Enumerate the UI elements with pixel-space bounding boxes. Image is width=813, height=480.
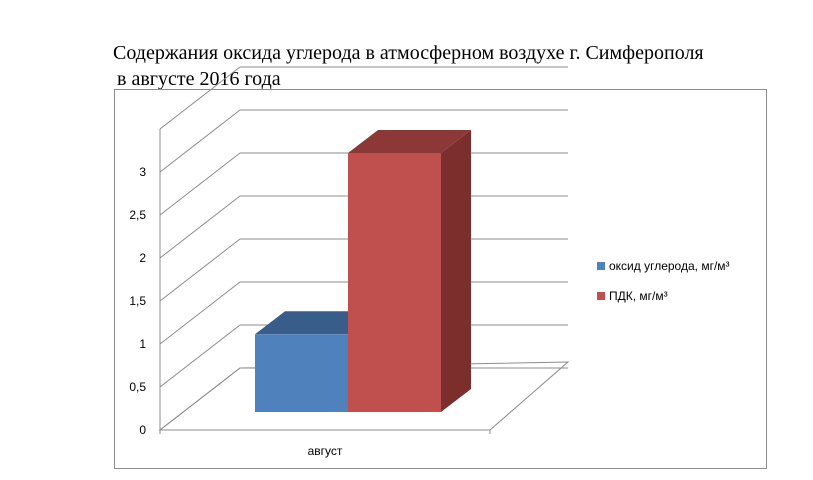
chart-legend: оксид углерода, мг/м³ ПДК, мг/м³ xyxy=(597,258,730,318)
y-tick-label: 1 xyxy=(139,337,146,351)
bar-top-0 xyxy=(255,311,378,335)
bar-top-1 xyxy=(348,130,471,153)
legend-item-pdk: ПДК, мг/м³ xyxy=(597,288,730,304)
side-wall-line xyxy=(159,324,241,388)
side-wall-line xyxy=(159,238,241,302)
side-wall-line xyxy=(159,152,241,216)
legend-swatch-co xyxy=(597,262,605,270)
side-wall-line xyxy=(159,281,241,345)
y-tick-label: 0,5 xyxy=(129,380,146,394)
legend-label-pdk: ПДК, мг/м³ xyxy=(609,289,668,303)
y-tick-label: 2 xyxy=(139,251,146,265)
side-wall-line xyxy=(159,66,241,130)
bar-side-1 xyxy=(441,130,471,412)
chart-title-line-2: в августе 2016 года xyxy=(117,68,281,90)
y-tick-label: 2,5 xyxy=(129,208,146,222)
y-tick-label: 3 xyxy=(139,165,146,179)
y-tick-label: 0 xyxy=(139,423,146,437)
chart-area-frame xyxy=(114,89,767,469)
bar-front-0 xyxy=(255,334,348,412)
legend-swatch-pdk xyxy=(597,292,605,300)
chart-title-line-1: Содержания оксида углерода в атмосферном… xyxy=(113,42,704,64)
side-wall-line xyxy=(159,109,241,173)
legend-label-co: оксид углерода, мг/м³ xyxy=(609,259,730,273)
x-category-label: август xyxy=(308,444,343,458)
chart-title: Содержания оксида углерода в атмосферном… xyxy=(113,40,793,92)
legend-item-co: оксид углерода, мг/м³ xyxy=(597,258,730,274)
y-tick-label: 1,5 xyxy=(129,294,146,308)
side-wall-line xyxy=(159,195,241,259)
bar-front-1 xyxy=(348,153,441,412)
